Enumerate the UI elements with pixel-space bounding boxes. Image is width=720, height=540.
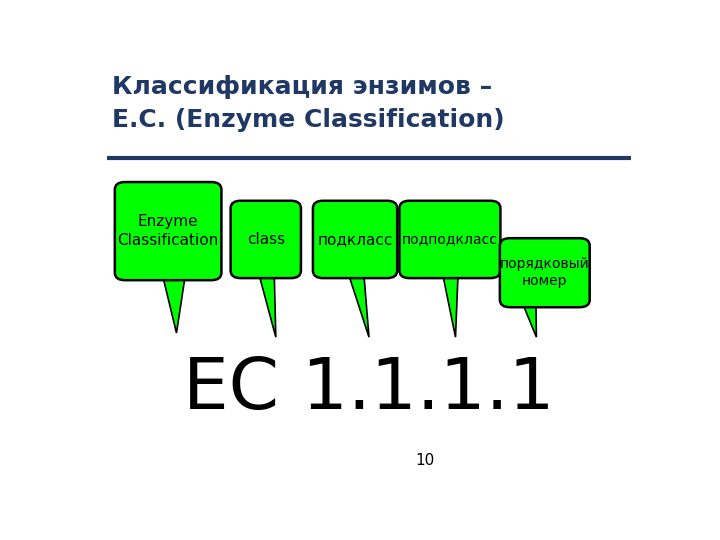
Text: Е.С. (Enzyme Classification): Е.С. (Enzyme Classification): [112, 109, 505, 132]
Polygon shape: [521, 298, 536, 337]
Polygon shape: [161, 271, 186, 333]
Text: 10: 10: [415, 453, 434, 468]
Text: Enzyme
Classification: Enzyme Classification: [117, 214, 219, 248]
FancyBboxPatch shape: [500, 238, 590, 307]
FancyBboxPatch shape: [400, 201, 500, 278]
Text: подподкласс: подподкласс: [402, 232, 498, 246]
Polygon shape: [258, 268, 276, 337]
Text: class: class: [247, 232, 285, 247]
Text: EC 1.1.1.1: EC 1.1.1.1: [184, 355, 554, 423]
FancyBboxPatch shape: [230, 201, 301, 278]
FancyBboxPatch shape: [114, 182, 222, 280]
FancyBboxPatch shape: [313, 201, 397, 278]
Text: порядковый
номер: порядковый номер: [500, 257, 590, 288]
Text: Классификация энзимов –: Классификация энзимов –: [112, 75, 492, 99]
Polygon shape: [347, 268, 369, 337]
Text: подкласс: подкласс: [318, 232, 392, 247]
Polygon shape: [441, 268, 459, 337]
